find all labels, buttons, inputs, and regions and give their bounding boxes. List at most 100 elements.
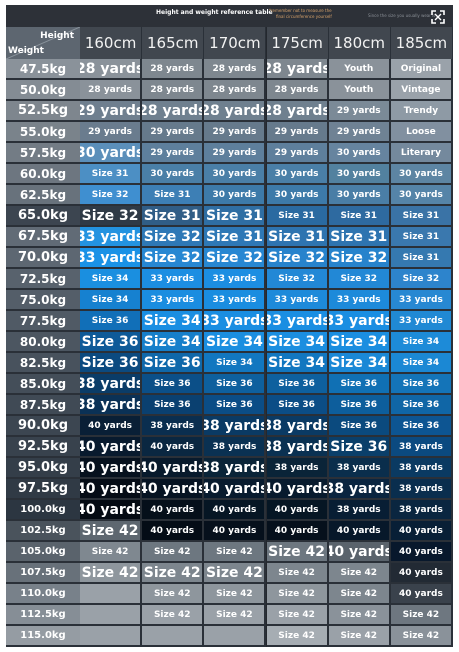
weight-row-header: 107.5kg <box>6 563 80 584</box>
size-cell: Size 34 <box>266 332 329 353</box>
size-cell: Size 36 <box>204 395 267 416</box>
size-cell: 28 yards <box>204 101 267 122</box>
size-cell: 38 yards <box>204 437 267 458</box>
expand-icon[interactable] <box>431 9 445 24</box>
size-cell: Size 32 <box>80 206 143 227</box>
size-cell: 33 yards <box>204 311 267 332</box>
size-cell: Size 34 <box>390 353 453 374</box>
size-cell: 40 yards <box>80 458 143 479</box>
size-cell: Size 42 <box>328 584 391 605</box>
size-cell: Size 31 <box>328 227 391 248</box>
size-cell: Size 34 <box>142 332 205 353</box>
size-cell: Size 42 <box>80 542 143 563</box>
size-cell: Size 32 <box>142 248 205 269</box>
size-cell <box>204 626 267 647</box>
size-cell: 30 yards <box>328 143 391 164</box>
size-cell: Size 42 <box>204 563 267 584</box>
table-note-line-1: *remember not to measure the <box>269 8 332 13</box>
size-cell: Size 36 <box>142 374 205 395</box>
size-cell: 29 yards <box>328 122 391 143</box>
size-cell: Size 31 <box>142 206 205 227</box>
size-cell: 38 yards <box>80 395 143 416</box>
size-cell: Size 32 <box>328 269 391 290</box>
size-cell: Size 36 <box>328 374 391 395</box>
weight-row-header: 112.5kg <box>6 605 80 626</box>
size-cell: Size 36 <box>142 395 205 416</box>
size-cell: 28 yards <box>204 80 267 101</box>
size-cell: Size 36 <box>80 353 143 374</box>
size-cell: 29 yards <box>80 101 143 122</box>
weight-row-header: 102.5kg <box>6 521 80 542</box>
size-cell: 40 yards <box>390 584 453 605</box>
size-cell: 38 yards <box>80 374 143 395</box>
size-cell: 30 yards <box>266 185 329 206</box>
size-cell: Size 34 <box>80 269 143 290</box>
size-cell: Size 31 <box>266 206 329 227</box>
weight-row-header: 70.0kg <box>6 248 80 269</box>
size-cell: Size 36 <box>390 374 453 395</box>
size-cell: 28 yards <box>142 101 205 122</box>
size-cell: 28 yards <box>266 80 329 101</box>
size-cell: 29 yards <box>266 143 329 164</box>
size-cell: 29 yards <box>142 143 205 164</box>
size-cell: Size 42 <box>142 584 205 605</box>
weight-row-header: 82.5kg <box>6 353 80 374</box>
height-column-header: 180cm <box>328 27 391 59</box>
size-cell: 33 yards <box>80 227 143 248</box>
size-cell: 30 yards <box>204 164 267 185</box>
size-cell: Original <box>390 59 453 80</box>
weight-row-header: 52.5kg <box>6 101 80 122</box>
size-cell: Size 32 <box>266 269 329 290</box>
size-cell: Size 36 <box>204 374 267 395</box>
size-cell: 33 yards <box>328 311 391 332</box>
size-cell: 33 yards <box>204 290 267 311</box>
size-cell: Size 42 <box>328 563 391 584</box>
size-cell: Size 32 <box>328 248 391 269</box>
size-cell: Size 42 <box>204 542 267 563</box>
size-cell: 40 yards <box>80 437 143 458</box>
size-cell: 40 yards <box>80 500 143 521</box>
size-cell: 28 yards <box>142 80 205 101</box>
size-cell: 30 yards <box>266 164 329 185</box>
size-cell <box>80 605 143 626</box>
size-cell: 40 yards <box>390 521 453 542</box>
size-cell: 40 yards <box>142 521 205 542</box>
height-column-header: 165cm <box>142 27 205 59</box>
size-cell: 40 yards <box>390 563 453 584</box>
size-cell: 29 yards <box>266 122 329 143</box>
height-column-header: 185cm <box>390 27 453 59</box>
size-cell: 40 yards <box>204 479 267 500</box>
size-cell: Youth <box>328 59 391 80</box>
size-cell: Size 42 <box>80 563 143 584</box>
size-cell: Size 34 <box>204 353 267 374</box>
weight-row-header: 100.0kg <box>6 500 80 521</box>
size-cell: 38 yards <box>266 416 329 437</box>
size-cell: 33 yards <box>142 290 205 311</box>
height-column-header: 170cm <box>204 27 267 59</box>
size-cell: 38 yards <box>266 458 329 479</box>
size-cell: 40 yards <box>266 479 329 500</box>
size-cell: Size 31 <box>390 206 453 227</box>
size-cell: 30 yards <box>80 143 143 164</box>
weight-row-header: 60.0kg <box>6 164 80 185</box>
size-cell: 33 yards <box>80 248 143 269</box>
size-cell: Size 42 <box>266 563 329 584</box>
size-cell: Size 42 <box>204 584 267 605</box>
size-cell: Size 42 <box>266 605 329 626</box>
size-cell: Size 31 <box>328 206 391 227</box>
size-cell: 29 yards <box>142 122 205 143</box>
size-cell: Size 42 <box>80 521 143 542</box>
size-cell: 40 yards <box>142 479 205 500</box>
size-cell: Size 31 <box>390 227 453 248</box>
size-cell: Size 34 <box>80 290 143 311</box>
size-cell: 40 yards <box>142 458 205 479</box>
weight-row-header: 65.0kg <box>6 206 80 227</box>
weight-row-header: 87.5kg <box>6 395 80 416</box>
size-cell: 28 yards <box>204 59 267 80</box>
size-cell: Size 36 <box>328 416 391 437</box>
weight-row-header: 75.0kg <box>6 290 80 311</box>
size-cell <box>80 626 143 647</box>
size-cell: 28 yards <box>80 59 143 80</box>
size-cell: Size 32 <box>390 269 453 290</box>
size-cell: 38 yards <box>328 458 391 479</box>
